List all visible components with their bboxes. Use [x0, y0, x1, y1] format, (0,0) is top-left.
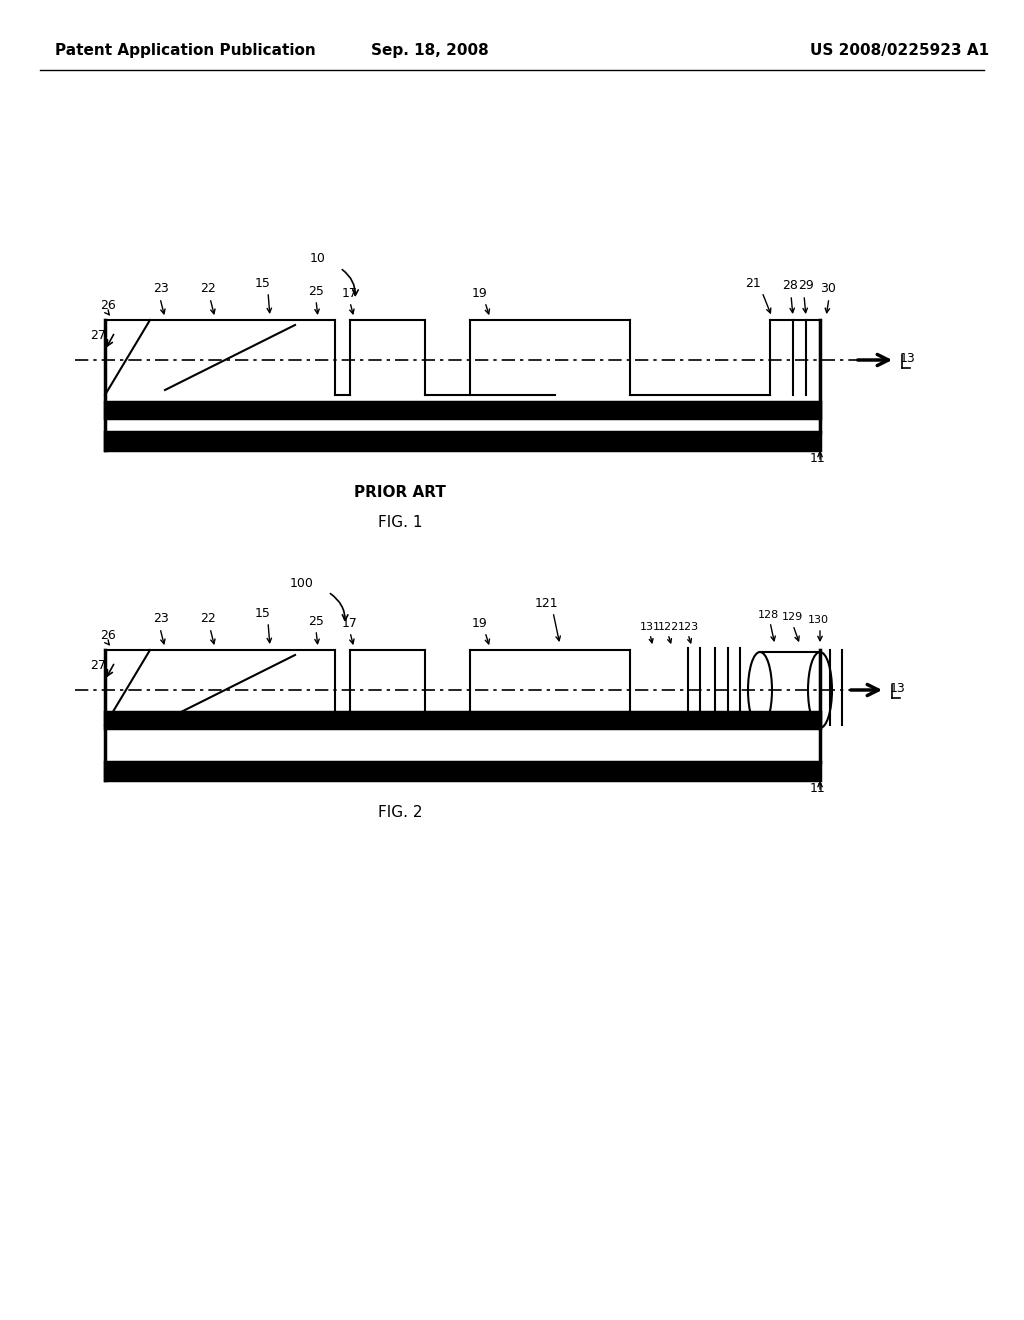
Text: 122: 122	[658, 622, 679, 632]
Bar	[105, 762, 820, 780]
Text: 128: 128	[758, 610, 779, 620]
Text: 131: 131	[640, 622, 662, 632]
Text: Sep. 18, 2008: Sep. 18, 2008	[371, 42, 488, 58]
Text: 10: 10	[310, 252, 326, 265]
Text: 27: 27	[90, 659, 105, 672]
Text: 23: 23	[153, 612, 169, 624]
Text: 130: 130	[808, 615, 829, 624]
Text: 11: 11	[810, 781, 825, 795]
Text: 30: 30	[820, 282, 836, 294]
Text: 21: 21	[745, 277, 761, 290]
Text: 19: 19	[472, 616, 487, 630]
Text: 15: 15	[255, 277, 271, 290]
Text: 123: 123	[678, 622, 699, 632]
Text: 17: 17	[342, 286, 357, 300]
Text: FIG. 2: FIG. 2	[378, 805, 422, 820]
Text: 121: 121	[535, 597, 559, 610]
Bar	[105, 711, 820, 729]
Text: 11: 11	[810, 451, 825, 465]
Text: PRIOR ART: PRIOR ART	[354, 484, 445, 500]
Text: 22: 22	[200, 612, 216, 624]
Text: 26: 26	[100, 630, 116, 642]
Text: 129: 129	[782, 612, 803, 622]
Text: 28: 28	[782, 279, 798, 292]
Text: Patent Application Publication: Patent Application Publication	[55, 42, 315, 58]
Text: 13: 13	[900, 352, 915, 366]
Text: 13: 13	[890, 682, 906, 696]
Text: 17: 17	[342, 616, 357, 630]
Text: FIG. 1: FIG. 1	[378, 515, 422, 531]
Text: 25: 25	[308, 285, 324, 298]
Text: 22: 22	[200, 282, 216, 294]
Text: 19: 19	[472, 286, 487, 300]
Text: 15: 15	[255, 607, 271, 620]
Text: US 2008/0225923 A1: US 2008/0225923 A1	[810, 42, 989, 58]
Text: 27: 27	[90, 329, 105, 342]
Text: 23: 23	[153, 282, 169, 294]
Text: 29: 29	[798, 279, 814, 292]
Text: 100: 100	[290, 577, 314, 590]
Text: 25: 25	[308, 615, 324, 628]
Text: 26: 26	[100, 300, 116, 312]
Bar	[105, 432, 820, 450]
Bar	[105, 403, 820, 418]
